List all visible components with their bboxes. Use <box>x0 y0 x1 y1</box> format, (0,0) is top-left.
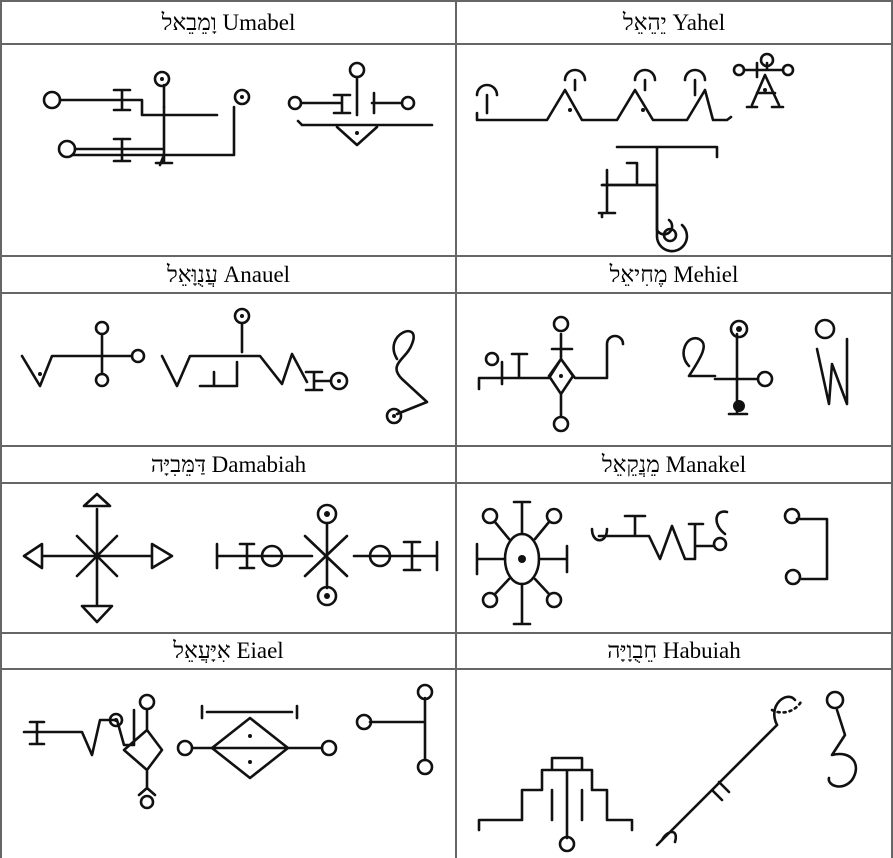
sigil <box>42 61 434 167</box>
header-cell: Umabel וָמֵבֵאל <box>2 2 457 45</box>
header-cell: Mehiel מֶחִיאֵל <box>457 257 893 294</box>
angel-name: Anauel עֲנֻוָּאֵל <box>166 261 291 287</box>
angel-name: Damabiah דַּמֵּבִיָּה <box>150 451 307 477</box>
sigil <box>22 683 434 810</box>
sigil-cell <box>2 484 457 634</box>
sigil <box>22 492 439 624</box>
sigil-cell <box>2 670 457 858</box>
sigil <box>475 52 795 253</box>
sigil-cell <box>2 294 457 447</box>
angel-name: Umabel וָמֵבֵאל <box>161 9 296 35</box>
header-cell: Eiael אִיָּעֲאֵל <box>2 634 457 670</box>
angel-name: Habuiah חֵבֻוָיָּה <box>607 638 741 663</box>
sigil-cell <box>457 45 893 257</box>
header-cell: Yahel יֵהֵאֵל <box>457 2 893 45</box>
sigil <box>477 690 858 853</box>
header-cell: Manakel מֵנֲקֵאֵל <box>457 447 893 484</box>
header-cell: Damabiah דַּמֵּבִיָּה <box>2 447 457 484</box>
sigil-cell <box>457 484 893 634</box>
angel-name: Yahel יֵהֵאֵל <box>622 9 726 35</box>
sigil-cell <box>2 45 457 257</box>
sigil <box>475 500 829 626</box>
header-cell: Anauel עֲנֻוָּאֵל <box>2 257 457 294</box>
sigil <box>20 307 429 425</box>
angel-name: Eiael אִיָּעֲאֵל <box>173 638 284 663</box>
sigil-cell <box>457 670 893 858</box>
sigil <box>477 315 849 433</box>
header-cell: Habuiah חֵבֻוָיָּה <box>457 634 893 670</box>
sigil-cell <box>457 294 893 447</box>
angel-name: Manakel מֵנֲקֵאֵל <box>601 451 747 477</box>
angel-name: Mehiel מֶחִיאֵל <box>609 261 739 287</box>
